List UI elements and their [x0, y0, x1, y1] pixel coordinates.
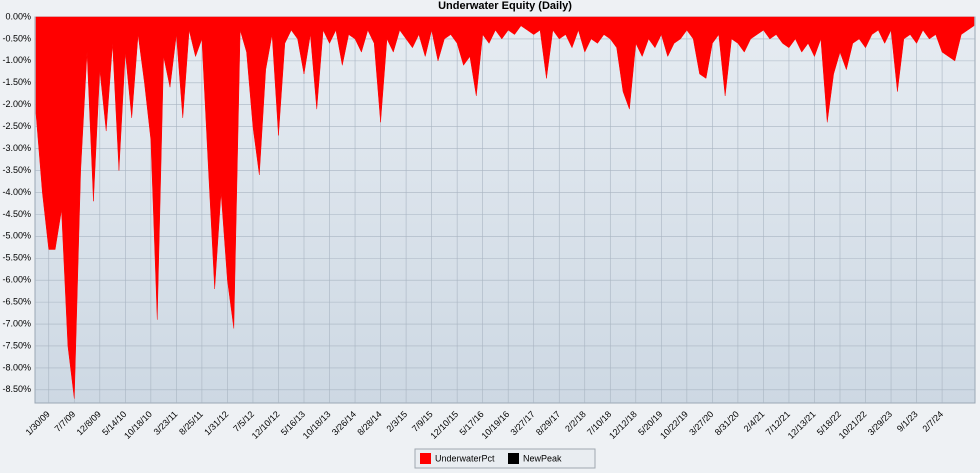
legend-box — [414, 448, 596, 469]
y-tick-label: -2.00% — [2, 99, 31, 109]
y-tick-label: -5.50% — [2, 253, 31, 263]
y-tick-label: -2.50% — [2, 121, 31, 131]
y-tick-label: -6.00% — [2, 275, 31, 285]
legend-label: UnderwaterPct — [435, 453, 495, 463]
y-tick-label: 0.00% — [5, 11, 31, 21]
legend-label: NewPeak — [523, 453, 562, 463]
y-tick-label: -8.50% — [2, 384, 31, 394]
y-tick-label: -3.50% — [2, 165, 31, 175]
y-tick-label: -6.50% — [2, 296, 31, 306]
y-tick-label: -5.00% — [2, 231, 31, 241]
y-tick-label: -3.00% — [2, 143, 31, 153]
y-tick-label: -0.50% — [2, 33, 31, 43]
y-tick-label: -8.00% — [2, 362, 31, 372]
y-tick-label: -7.00% — [2, 318, 31, 328]
area — [35, 16, 975, 399]
y-tick-label: -1.00% — [2, 55, 31, 65]
y-tick-label: -7.50% — [2, 340, 31, 350]
y-tick-label: -4.50% — [2, 209, 31, 219]
y-tick-label: -1.50% — [2, 77, 31, 87]
legend-swatch — [420, 453, 431, 464]
y-tick-label: -4.00% — [2, 187, 31, 197]
chart-title: Underwater Equity (Daily) — [438, 0, 572, 12]
legend-swatch — [508, 453, 519, 464]
plot-area — [34, 16, 976, 404]
